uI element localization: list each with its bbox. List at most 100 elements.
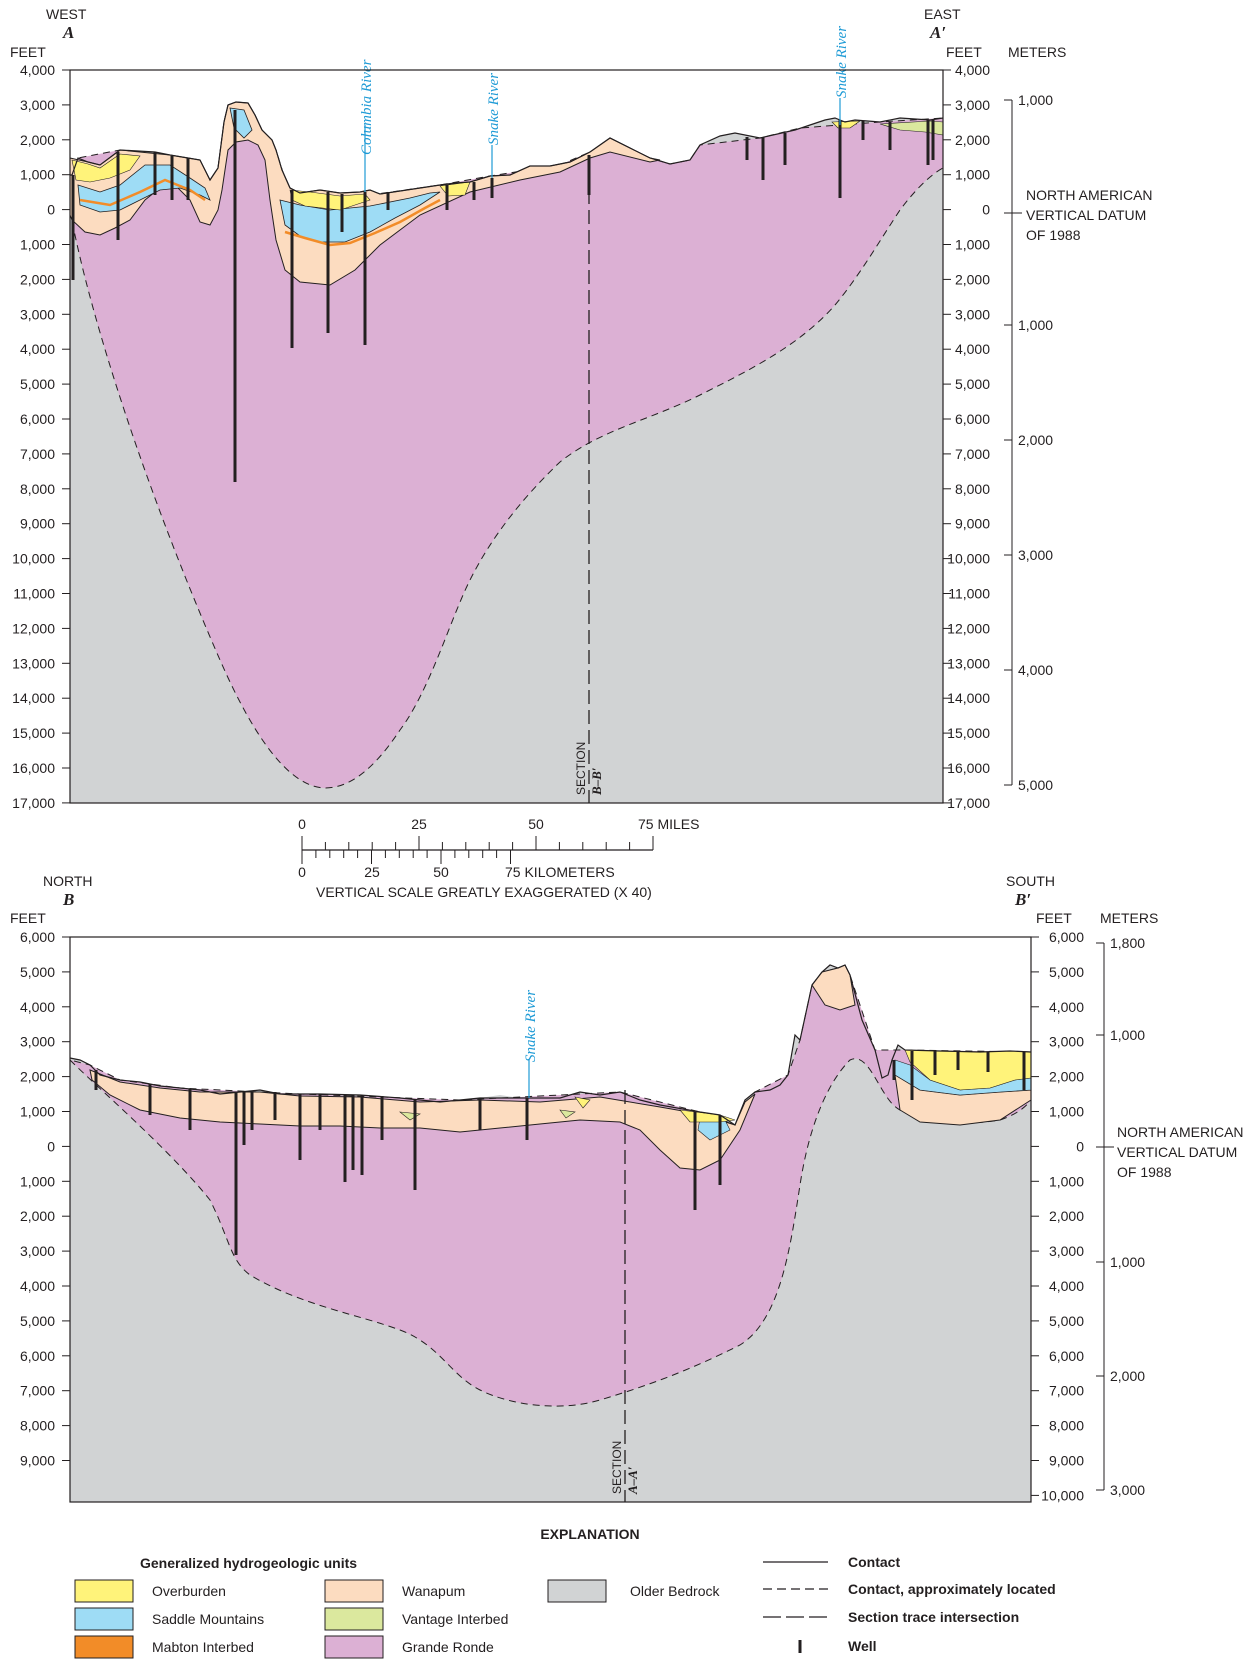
explanation-title: EXPLANATION	[540, 1526, 639, 1542]
feet-tick-label: 2,000	[20, 1208, 55, 1224]
feet-tick-label: 14,000	[947, 690, 990, 706]
swatch-grande-ronde	[324, 1635, 384, 1659]
swatch-mabton	[74, 1635, 134, 1659]
section-b-north-label: NORTH	[43, 873, 93, 889]
feet-tick-label: 12,000	[12, 620, 55, 636]
scale-km-0: 0	[298, 864, 306, 880]
feet-tick-label: 7,000	[955, 446, 990, 462]
feet-tick-label: 2,000	[955, 132, 990, 148]
section-b-axes: NORTH B SOUTH B′ FEET FEET METERS 6,000 5…	[10, 873, 1244, 1503]
legend-well: Well	[848, 1638, 877, 1654]
feet-tick-label: 5,000	[20, 1313, 55, 1329]
meter-tick-label: 2,000	[1110, 1368, 1145, 1384]
section-b-meters: METERS	[1100, 910, 1158, 926]
feet-tick-label: 14,000	[12, 690, 55, 706]
feet-tick-label: 16,000	[12, 760, 55, 776]
section-a-grande-ronde	[69, 102, 944, 789]
scale-note: VERTICAL SCALE GREATLY EXAGGERATED (X 40…	[316, 884, 652, 900]
section-b-grande-ronde	[68, 967, 1032, 1407]
feet-tick-label: 8,000	[1049, 1418, 1084, 1434]
feet-tick-label: 4,000	[1049, 999, 1084, 1015]
feet-tick-label: 0	[47, 202, 55, 218]
feet-tick-label: 10,000	[947, 551, 990, 567]
section-a-sky	[70, 70, 943, 194]
swatch-vantage	[324, 1607, 384, 1631]
feet-tick-label: 4,000	[20, 999, 55, 1015]
feet-tick-label: 2,000	[20, 132, 55, 148]
section-b-left-tick-labels: 6,000 5,000 4,000 3,000 2,000 1,000 0 1,000 2,00…	[20, 929, 70, 1469]
section-a-datum-label: NORTH AMERICAN VERTICAL DATUM OF 1988	[1012, 187, 1153, 243]
section-a-frame	[69, 69, 944, 804]
meter-tick-label: 3,000	[1110, 1482, 1145, 1498]
legend-contact: Contact	[848, 1554, 900, 1570]
section-b-wells	[94, 1051, 1026, 1255]
meter-tick-label: 1,000	[1110, 1027, 1145, 1043]
feet-tick-label: 3,000	[20, 1243, 55, 1259]
section-a-feet-left: FEET	[10, 44, 46, 60]
section-b-right-letter: B′	[1014, 890, 1031, 909]
feet-tick-label: 6,000	[20, 929, 55, 945]
section-b-left-letter: B	[62, 890, 74, 909]
legend-overburden: Overburden	[152, 1583, 226, 1599]
meter-tick-label: 1,000	[1018, 317, 1053, 333]
feet-tick-label: 3,000	[20, 306, 55, 322]
feet-tick-label: 6,000	[1049, 929, 1084, 945]
datum-line-1: NORTH AMERICAN	[1026, 187, 1153, 203]
section-a-east-label: EAST	[924, 6, 961, 22]
section-a-feet-right: FEET	[946, 44, 982, 60]
scale-km-50: 50	[433, 864, 449, 880]
section-a-mabton	[79, 178, 441, 247]
section-b-south-label: SOUTH	[1006, 873, 1055, 889]
feet-tick-label: 8,000	[955, 481, 990, 497]
feet-tick-label: 1,000	[1049, 1173, 1084, 1189]
section-b-feet-left: FEET	[10, 910, 46, 926]
section-a-axes: WEST A EAST A′ FEET FEET METERS 4,000 3,0…	[10, 6, 1153, 811]
feet-tick-label: 5,000	[1049, 964, 1084, 980]
feet-tick-label: 4,000	[1049, 1278, 1084, 1294]
datum-line-2: VERTICAL DATUM	[1026, 207, 1146, 223]
scale-miles-end: 75 MILES	[638, 816, 699, 832]
feet-tick-label: 11,000	[13, 586, 55, 602]
legend-wanapum: Wanapum	[402, 1583, 465, 1599]
feet-tick-label: 7,000	[1049, 1383, 1084, 1399]
feet-tick-label: 2,000	[20, 1069, 55, 1085]
feet-tick-label: 16,000	[947, 760, 990, 776]
feet-tick-label: 9,000	[955, 516, 990, 532]
section-a-left-tick-labels: 4,000 3,000 2,000 1,000 0 1,000 2,000 3,000 4,00…	[12, 62, 70, 811]
feet-tick-label: 3,000	[955, 306, 990, 322]
feet-tick-label: 3,000	[1049, 1034, 1084, 1050]
swatch-older-bedrock	[547, 1579, 607, 1603]
feet-tick-label: 9,000	[20, 516, 55, 532]
feet-tick-label: 5,000	[20, 376, 55, 392]
meter-tick-label: 5,000	[1018, 777, 1053, 793]
feet-tick-label: 4,000	[20, 341, 55, 357]
explanation: EXPLANATION Generalized hydrogeologic un…	[74, 1526, 1056, 1659]
section-a-trace-letters: B–B′	[589, 767, 604, 796]
snake-river-a1-label: Snake River	[486, 73, 502, 145]
feet-tick-label: 6,000	[20, 1348, 55, 1364]
feet-tick-label: 15,000	[12, 725, 55, 741]
feet-tick-label: 4,000	[955, 62, 990, 78]
feet-tick-label: 1,000	[20, 1104, 55, 1120]
columbia-river-label: Columbia River	[359, 59, 375, 155]
scale-ticks	[301, 836, 654, 864]
legend-trace: Section trace intersection	[848, 1609, 1019, 1625]
feet-tick-label: 2,000	[20, 271, 55, 287]
feet-tick-label: 1,000	[20, 1173, 55, 1189]
feet-tick-label: 5,000	[955, 376, 990, 392]
feet-tick-label: 9,000	[1049, 1453, 1084, 1469]
feet-tick-label: 7,000	[20, 1383, 55, 1399]
feet-tick-label: 3,000	[955, 97, 990, 113]
section-b-land-surface	[69, 964, 1032, 1126]
meter-tick-label: 3,000	[1018, 547, 1053, 563]
feet-tick-label: 12,000	[947, 620, 990, 636]
meter-tick-label: 4,000	[1018, 662, 1053, 678]
meter-tick-label: 1,800	[1110, 935, 1145, 951]
datum-line-2: VERTICAL DATUM	[1117, 1144, 1237, 1160]
section-a-right-letter: A′	[929, 23, 946, 42]
section-a-west-label: WEST	[46, 6, 87, 22]
feet-tick-label: 1,000	[1049, 1104, 1084, 1120]
section-a-trace-word: SECTION	[574, 742, 588, 795]
section-a-right-tick-labels: 4,000 3,000 2,000 1,000 0 1,000 2,000 3,000 4,00…	[943, 62, 990, 811]
